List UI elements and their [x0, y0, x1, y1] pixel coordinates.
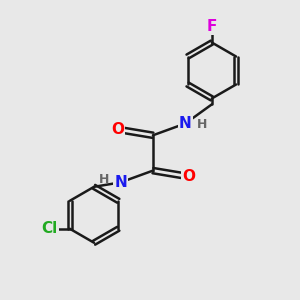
- Text: H: H: [99, 173, 110, 186]
- Text: H: H: [196, 118, 207, 131]
- Text: N: N: [114, 175, 127, 190]
- Text: F: F: [207, 19, 217, 34]
- Text: Cl: Cl: [41, 221, 57, 236]
- Text: N: N: [179, 116, 192, 131]
- Text: O: O: [111, 122, 124, 137]
- Text: O: O: [182, 169, 195, 184]
